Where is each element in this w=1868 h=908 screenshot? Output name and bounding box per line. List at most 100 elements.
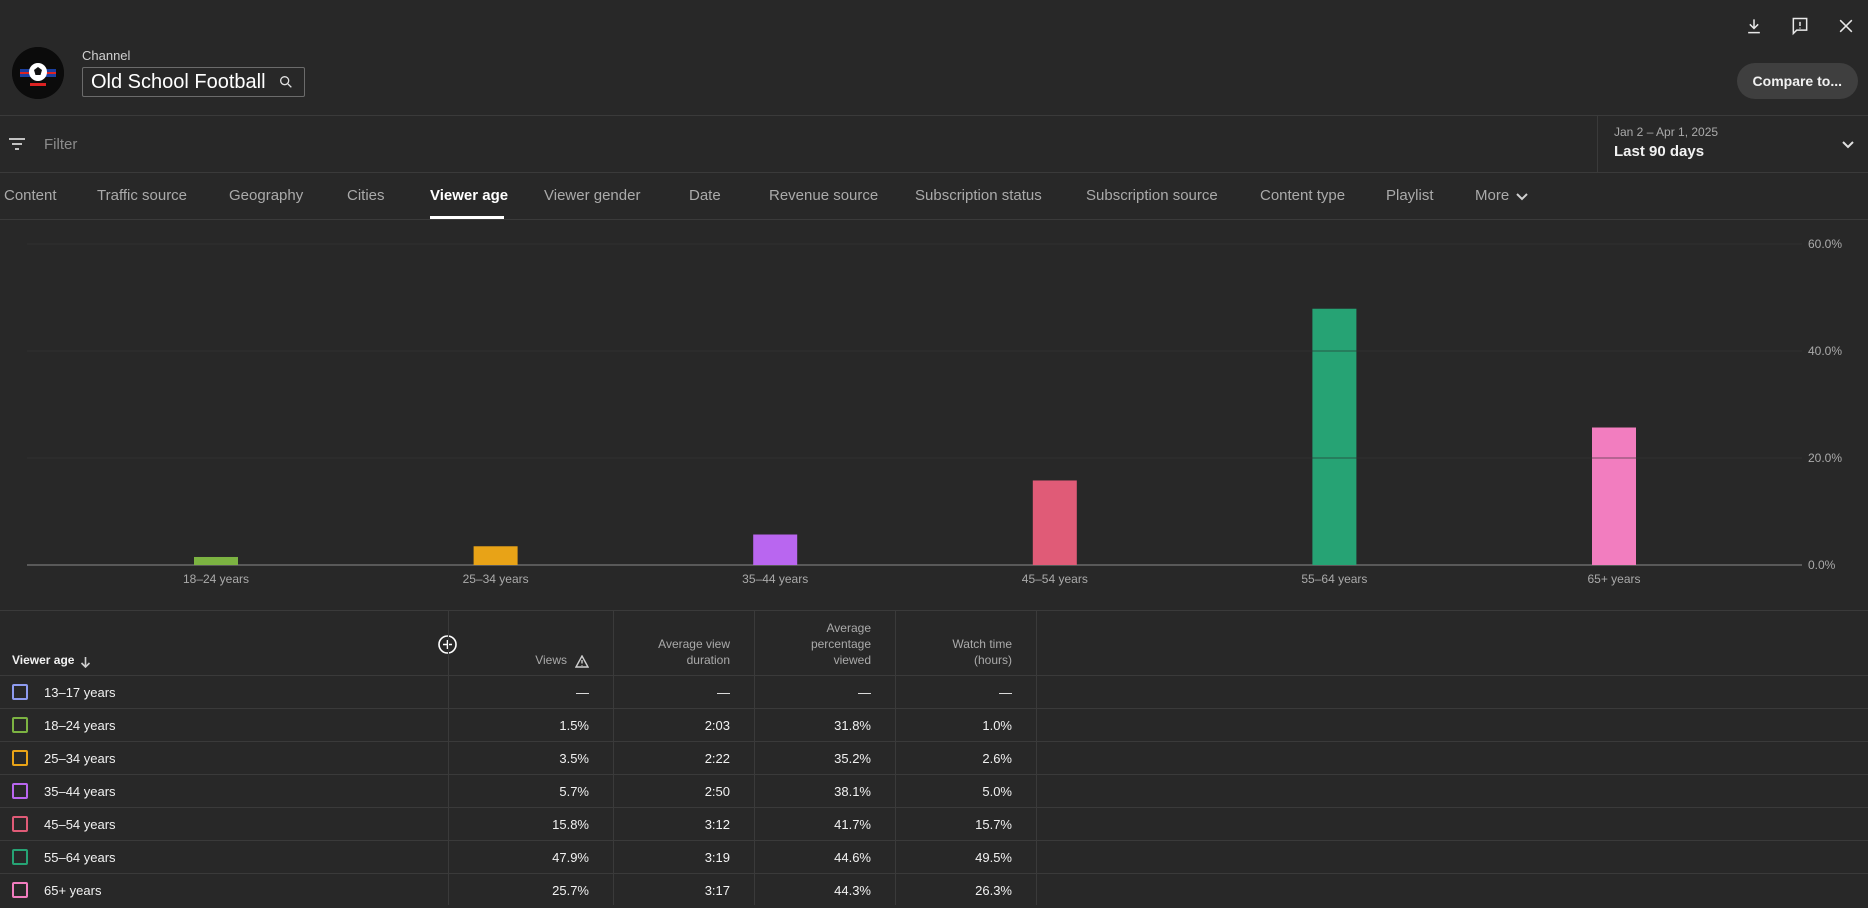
cell-views: 15.8% (552, 817, 589, 832)
cell-avg-percentage-viewed: 35.2% (834, 751, 871, 766)
col-header-avg-percentage-viewed[interactable]: Average percentage viewed (755, 611, 871, 675)
data-table: Viewer age Views Average view duration Av… (0, 610, 1868, 908)
col-header-watch-time[interactable]: Watch time (hours) (896, 611, 1012, 675)
col-header-wt-line1: Watch time (952, 637, 1012, 651)
row-checkbox[interactable] (12, 816, 28, 832)
col-header-avd-line2: duration (686, 653, 730, 667)
row-checkbox[interactable] (12, 882, 28, 898)
table-row[interactable]: 25–34 years 3.5% 2:22 35.2% 2.6% (0, 741, 1868, 774)
cell-avg-percentage-viewed: 31.8% (834, 718, 871, 733)
date-range-picker[interactable]: Jan 2 – Apr 1, 2025 Last 90 days (1597, 116, 1868, 173)
x-tick-label: 35–44 years (742, 572, 808, 586)
chevron-down-icon (1840, 136, 1856, 152)
search-icon[interactable] (278, 74, 294, 90)
cell-views: 25.7% (552, 883, 589, 898)
tab-cities[interactable]: Cities (347, 187, 385, 204)
dimension-tabs: Content Traffic source Geography Cities … (0, 173, 1868, 220)
bar (1032, 480, 1077, 565)
bar (753, 534, 798, 565)
tab-viewer-age[interactable]: Viewer age (430, 187, 509, 204)
x-tick-label: 18–24 years (183, 572, 249, 586)
channel-selector[interactable]: Old School Football (82, 67, 305, 97)
row-checkbox[interactable] (12, 849, 28, 865)
column-divider (895, 611, 896, 905)
cell-avg-percentage-viewed: 41.7% (834, 817, 871, 832)
active-tab-indicator (430, 216, 504, 219)
col-header-views-label: Views (535, 653, 567, 667)
tab-playlist[interactable]: Playlist (1386, 187, 1434, 204)
bar (473, 546, 518, 565)
feedback-icon[interactable] (1788, 14, 1812, 38)
cell-avg-view-duration: 3:19 (704, 850, 730, 865)
tab-geography[interactable]: Geography (229, 187, 304, 204)
filter-bar: Jan 2 – Apr 1, 2025 Last 90 days (0, 116, 1868, 173)
download-icon[interactable] (1742, 14, 1766, 38)
top-toolbar (1742, 14, 1858, 38)
bar (1312, 308, 1357, 565)
filter-icon[interactable] (8, 135, 26, 153)
table-row[interactable]: 18–24 years 1.5% 2:03 31.8% 1.0% (0, 708, 1868, 741)
tab-traffic-source[interactable]: Traffic source (97, 187, 188, 204)
date-range-text: Jan 2 – Apr 1, 2025 (1614, 125, 1719, 139)
close-icon[interactable] (1834, 14, 1858, 38)
cell-avg-view-duration: 2:50 (704, 784, 730, 799)
tab-subscription-source[interactable]: Subscription source (1086, 187, 1218, 204)
cell-avg-percentage-viewed: 44.6% (834, 850, 871, 865)
row-label: 45–54 years (44, 817, 116, 832)
row-label: 55–64 years (44, 850, 116, 865)
tab-content[interactable]: Content (4, 187, 57, 204)
row-label: 13–17 years (44, 685, 116, 700)
row-checkbox[interactable] (12, 783, 28, 799)
col-header-views[interactable]: Views (449, 611, 590, 675)
cell-watch-time: 2.6% (982, 751, 1012, 766)
row-checkbox[interactable] (12, 684, 28, 700)
cell-avg-view-duration: 2:22 (704, 751, 730, 766)
col-header-avg-view-duration[interactable]: Average view duration (614, 611, 730, 675)
compare-button[interactable]: Compare to... (1736, 63, 1858, 99)
table-row[interactable]: 65+ years 25.7% 3:17 44.3% 26.3% (0, 873, 1868, 906)
cell-avg-percentage-viewed: 38.1% (834, 784, 871, 799)
cell-avg-percentage-viewed: 44.3% (834, 883, 871, 898)
date-preset-text: Last 90 days (1614, 143, 1705, 160)
tab-viewer-gender[interactable]: Viewer gender (544, 187, 641, 204)
bar-chart: 0.0% 20.0% 40.0% 60.0% 18–24 years 25–34 year… (27, 237, 1842, 586)
tab-more[interactable]: More (1475, 187, 1529, 204)
tab-date[interactable]: Date (689, 187, 721, 204)
x-tick-label: 25–34 years (463, 572, 529, 586)
table-row[interactable]: 55–64 years 47.9% 3:19 44.6% 49.5% (0, 840, 1868, 873)
cell-views: 1.5% (559, 718, 589, 733)
cell-watch-time: — (999, 685, 1012, 700)
warning-icon[interactable] (574, 654, 590, 668)
row-label: 35–44 years (44, 784, 116, 799)
col-header-apv-line3: viewed (833, 653, 871, 667)
row-checkbox[interactable] (12, 717, 28, 733)
tab-revenue-source[interactable]: Revenue source (769, 187, 879, 204)
cell-avg-view-duration: — (717, 685, 730, 700)
table-row[interactable]: 45–54 years 15.8% 3:12 41.7% 15.7% (0, 807, 1868, 840)
column-divider (1036, 611, 1037, 905)
sort-down-icon[interactable] (80, 656, 91, 669)
col-header-viewer-age-label: Viewer age (12, 653, 75, 667)
cell-watch-time: 26.3% (975, 883, 1012, 898)
table-row[interactable]: 35–44 years 5.7% 2:50 38.1% 5.0% (0, 774, 1868, 807)
y-tick-label: 20.0% (1808, 451, 1842, 465)
channel-name: Old School Football (91, 70, 266, 93)
tab-content-type[interactable]: Content type (1260, 187, 1346, 204)
cell-avg-percentage-viewed: — (858, 685, 871, 700)
table-row[interactable]: 13–17 years — — — — (0, 675, 1868, 708)
row-label: 18–24 years (44, 718, 116, 733)
column-divider (613, 611, 614, 905)
cell-watch-time: 5.0% (982, 784, 1012, 799)
column-divider (754, 611, 755, 905)
col-header-viewer-age[interactable]: Viewer age (12, 611, 452, 675)
row-checkbox[interactable] (12, 750, 28, 766)
tab-subscription-status[interactable]: Subscription status (915, 187, 1042, 204)
col-header-avd-line1: Average view (658, 637, 730, 651)
y-tick-label: 0.0% (1808, 558, 1836, 572)
col-header-wt-line2: (hours) (973, 653, 1012, 667)
filter-input[interactable] (44, 131, 744, 157)
cell-views: 47.9% (552, 850, 589, 865)
x-tick-label: 45–54 years (1022, 572, 1088, 586)
add-metric-icon[interactable] (438, 635, 457, 654)
col-header-apv-line2: percentage (810, 637, 871, 651)
